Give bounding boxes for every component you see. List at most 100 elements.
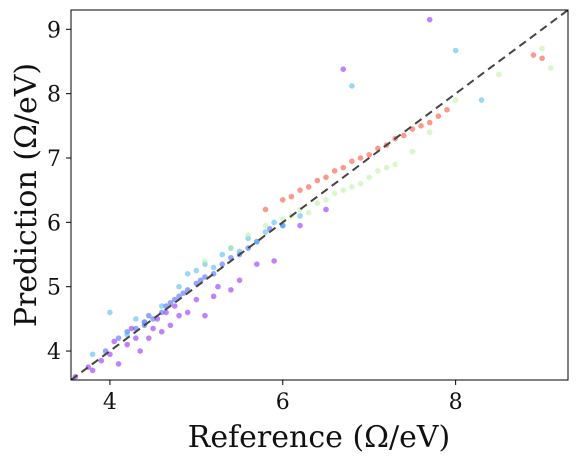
data-point-series-1 xyxy=(89,367,96,374)
data-point-series-4 xyxy=(375,168,381,174)
data-point-series-1 xyxy=(340,66,347,72)
y-tick-label: 7 xyxy=(47,147,61,172)
data-point-series-4 xyxy=(228,245,234,251)
y-tick-label: 5 xyxy=(47,276,61,301)
data-point-series-4 xyxy=(383,164,390,171)
data-point-series-1 xyxy=(115,361,122,367)
data-point-series-1 xyxy=(297,222,303,229)
data-point-series-3 xyxy=(107,309,113,316)
data-point-series-1 xyxy=(236,277,243,284)
data-point-series-1 xyxy=(98,357,105,364)
data-point-series-3 xyxy=(158,303,165,309)
data-point-series-1 xyxy=(171,303,178,309)
data-point-series-4 xyxy=(366,174,373,181)
data-point-series-4 xyxy=(357,180,364,187)
data-point-series-5 xyxy=(400,132,407,139)
data-point-series-3 xyxy=(193,267,200,274)
data-point-series-1 xyxy=(202,312,208,319)
data-point-series-5 xyxy=(262,206,269,213)
data-point-series-2 xyxy=(115,335,122,341)
data-point-series-1 xyxy=(150,325,156,332)
data-point-series-3 xyxy=(89,351,96,358)
data-point-series-1 xyxy=(137,348,143,354)
x-tick-label: 4 xyxy=(103,390,117,415)
data-point-series-1 xyxy=(145,335,152,341)
data-point-series-5 xyxy=(331,168,338,174)
data-point-series-4 xyxy=(331,190,338,197)
data-point-series-2 xyxy=(167,299,174,306)
identity-reference-line xyxy=(71,10,568,380)
data-point-series-3 xyxy=(254,238,260,245)
plot-frame xyxy=(70,9,569,381)
data-point-series-1 xyxy=(128,325,135,332)
data-point-series-3 xyxy=(262,229,269,235)
data-point-series-3 xyxy=(297,213,303,219)
data-point-series-5 xyxy=(426,119,433,126)
data-point-series-1 xyxy=(254,261,260,267)
data-point-series-1 xyxy=(167,322,174,329)
data-point-series-3 xyxy=(271,219,277,226)
data-point-series-5 xyxy=(366,151,373,158)
data-point-series-4 xyxy=(539,45,545,52)
data-point-series-4 xyxy=(323,197,329,203)
x-tick-label: 6 xyxy=(276,390,290,415)
data-point-series-3 xyxy=(184,271,191,277)
x-axis-label: Reference (Ω/eV) xyxy=(188,420,451,455)
data-point-series-4 xyxy=(349,184,355,190)
y-axis-label: Prediction (Ω/eV) xyxy=(9,63,44,327)
data-point-series-1 xyxy=(111,338,118,345)
data-point-series-3 xyxy=(133,316,139,322)
data-point-series-3 xyxy=(452,47,459,54)
data-point-series-5 xyxy=(418,123,424,129)
data-point-series-5 xyxy=(444,106,450,113)
data-point-series-3 xyxy=(176,283,182,290)
data-point-series-5 xyxy=(530,52,537,58)
data-point-series-1 xyxy=(158,328,165,335)
data-point-series-4 xyxy=(305,209,312,216)
data-point-series-5 xyxy=(323,174,329,181)
data-point-series-4 xyxy=(202,258,208,264)
data-point-series-5 xyxy=(297,187,303,193)
y-tick-label: 4 xyxy=(47,340,61,365)
data-point-series-4 xyxy=(262,222,269,229)
data-point-series-4 xyxy=(426,129,433,136)
data-point-series-5 xyxy=(435,113,442,119)
data-point-series-1 xyxy=(124,341,130,348)
y-tick-label: 8 xyxy=(47,83,61,108)
data-point-series-1 xyxy=(210,293,217,300)
data-point-series-4 xyxy=(314,200,321,206)
data-point-series-5 xyxy=(340,164,347,171)
data-point-series-3 xyxy=(210,264,217,271)
data-point-series-4 xyxy=(452,97,459,103)
data-point-series-5 xyxy=(357,155,364,161)
x-tick-label: 8 xyxy=(449,390,463,415)
data-point-series-5 xyxy=(539,55,545,62)
data-point-series-1 xyxy=(426,16,433,23)
data-point-series-3 xyxy=(219,251,226,258)
data-point-series-4 xyxy=(245,232,251,239)
data-point-series-4 xyxy=(340,187,347,193)
data-point-series-4 xyxy=(409,148,416,155)
data-point-series-1 xyxy=(163,309,169,316)
data-point-series-3 xyxy=(349,83,355,89)
data-point-series-1 xyxy=(271,258,277,264)
data-point-series-5 xyxy=(288,193,295,200)
data-point-series-5 xyxy=(305,184,312,190)
data-point-series-5 xyxy=(279,197,286,203)
data-point-series-5 xyxy=(349,158,355,165)
x-axis-ticks: 4 6 8 xyxy=(103,380,463,415)
data-point-series-3 xyxy=(478,97,485,103)
y-tick-label: 9 xyxy=(47,18,61,43)
data-point-series-4 xyxy=(392,161,398,168)
y-axis-ticks: 4 5 6 7 8 9 xyxy=(47,18,71,365)
data-point-series-1 xyxy=(176,312,182,319)
data-point-series-1 xyxy=(228,287,234,293)
data-point-series-1 xyxy=(323,206,329,213)
y-tick-label: 6 xyxy=(47,211,61,236)
data-point-series-1 xyxy=(215,283,221,290)
data-point-series-2 xyxy=(219,261,226,267)
data-point-series-2 xyxy=(180,290,187,296)
data-point-series-5 xyxy=(314,177,321,184)
data-point-series-1 xyxy=(184,309,191,316)
